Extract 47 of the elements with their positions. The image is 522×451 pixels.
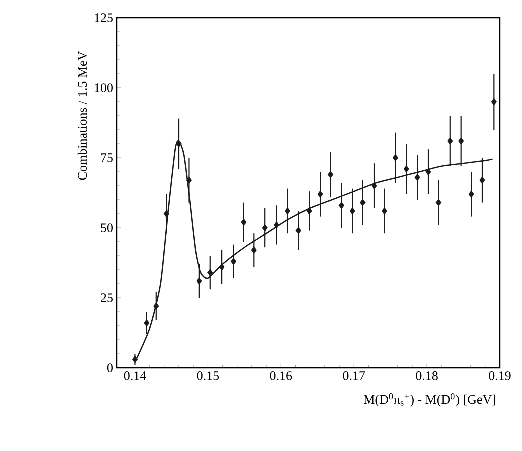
y-tick-label: 50	[101, 224, 113, 232]
point	[392, 154, 399, 162]
point	[251, 246, 257, 254]
point	[230, 258, 237, 266]
point	[176, 140, 182, 148]
point	[196, 278, 202, 285]
point	[208, 269, 214, 276]
y-tick-label: 125	[95, 14, 113, 22]
point	[274, 222, 280, 229]
point	[382, 208, 388, 215]
x-tick-label: 0.19	[489, 372, 511, 380]
x-tick-label: 0.16	[270, 372, 292, 380]
y-axis-title: Combinations / 1.5 MeV	[78, 52, 88, 180]
y-tick-label: 75	[101, 154, 113, 162]
point	[448, 138, 454, 145]
point	[284, 208, 291, 215]
point	[164, 210, 170, 218]
point	[414, 174, 420, 182]
point	[436, 199, 442, 206]
point	[350, 208, 356, 215]
point	[328, 171, 334, 178]
point	[241, 218, 247, 226]
x-axis-title: M(D$^{0}$π$_{s}$$^{+}$) - M(D$^{0}$) [GeV]	[364, 394, 496, 407]
point	[186, 176, 192, 184]
y-tick-label: 100	[95, 84, 113, 92]
point	[468, 190, 474, 198]
point	[491, 98, 497, 106]
x-tick-label: 0.17	[343, 372, 366, 380]
y-tick-label: 25	[101, 294, 113, 302]
point	[262, 224, 268, 232]
point	[360, 199, 366, 206]
x-tick-label: 0.15	[197, 372, 220, 380]
point	[458, 138, 464, 145]
point	[318, 190, 324, 198]
point	[338, 202, 345, 210]
point	[372, 182, 378, 190]
point	[154, 302, 160, 310]
point	[306, 208, 312, 215]
x-tick-label: 0.18	[416, 372, 438, 380]
point	[480, 176, 486, 184]
y-tick-label: 0	[107, 364, 113, 372]
point	[144, 320, 150, 327]
point	[426, 168, 432, 176]
point	[404, 166, 410, 173]
point	[219, 264, 225, 271]
x-tick-label: 0.14	[124, 372, 146, 380]
point	[296, 227, 302, 234]
